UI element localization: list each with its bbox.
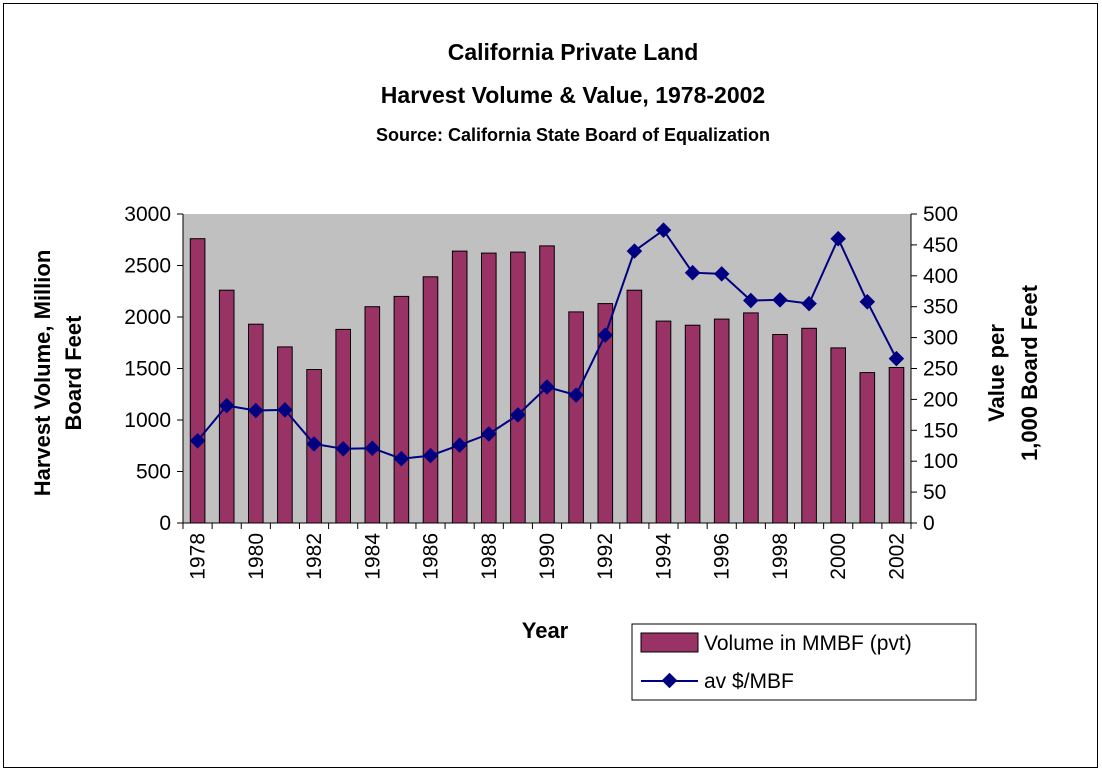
x-tick-label: 1990 [536, 533, 559, 580]
x-axis-title: Year [522, 618, 569, 643]
legend-swatch-volume [640, 632, 699, 653]
bar-1981 [277, 346, 293, 524]
y-right-tick-label: 450 [923, 234, 958, 257]
x-tick-label: 1994 [653, 533, 676, 580]
y-right-title-line1: Value per [984, 324, 1009, 422]
y-left-tick-label: 3000 [124, 203, 171, 226]
y-left-tick-label: 0 [159, 512, 171, 535]
y-right-title-line2: 1,000 Board Feet [1017, 284, 1042, 461]
bar-1993 [626, 289, 643, 524]
y-left-tick-label: 2000 [124, 306, 171, 329]
bar-1994 [655, 320, 672, 524]
x-tick-label: 2000 [827, 533, 850, 580]
bar-2001 [859, 372, 876, 524]
y-right-tick-label: 350 [923, 296, 958, 319]
bar-1998 [772, 334, 788, 524]
bar-2000 [830, 347, 847, 524]
x-tick-label: 1980 [245, 533, 268, 580]
legend-label-volume: Volume in MMBF (pvt) [704, 632, 912, 655]
price-point-1978 [189, 433, 206, 449]
bar-1984 [364, 306, 381, 524]
price-point-1989 [510, 407, 526, 423]
bar-1999 [801, 327, 817, 524]
bar-1983 [335, 328, 351, 524]
y-right-tick-label: 150 [923, 419, 958, 442]
y-left-title-line2: Board Feet [61, 315, 86, 431]
legend-label-price: av $/MBF [704, 670, 794, 693]
bar-2002 [888, 367, 905, 524]
bar-1988 [481, 252, 497, 524]
bar-1987 [451, 250, 468, 524]
legend: Volume in MMBF (pvt) av $/MBF [631, 623, 977, 701]
y-right-tick-label: 250 [923, 358, 958, 381]
bar-1980 [248, 323, 264, 524]
bar-1995 [684, 324, 701, 524]
price-point-1994 [655, 222, 672, 238]
bars-group [189, 238, 905, 524]
x-tick-label: 1988 [478, 533, 501, 580]
x-tick-label: 1984 [361, 533, 384, 580]
y-left-tick-label: 1500 [124, 358, 171, 381]
x-tick-label: 1996 [711, 533, 734, 580]
bar-1985 [393, 295, 410, 524]
x-tick-label: 1982 [303, 533, 326, 580]
y-left-tick-label: 2500 [124, 255, 171, 278]
y-right-tick-label: 300 [923, 327, 958, 350]
y-right-tick-label: 100 [923, 450, 958, 473]
chart: California Private Land Harvest Volume &… [30, 39, 1042, 701]
chart-title-line2: Harvest Volume & Value, 1978-2002 [381, 82, 765, 108]
ticks-group: 0 500 1000 1500 2000 2500 3000 0 50 100 150 200 250 3… [124, 203, 958, 580]
x-tick-label: 1986 [420, 533, 443, 580]
y-right-tick-label: 200 [923, 388, 958, 411]
chart-subtitle: Source: California State Board of Equali… [376, 125, 770, 145]
x-tick-label: 1978 [187, 533, 210, 580]
bar-1997 [743, 312, 759, 524]
y-left-tick-label: 500 [136, 461, 171, 484]
x-tick-label: 1998 [769, 533, 792, 580]
legend-marker-price [661, 672, 678, 689]
bar-1986 [422, 276, 439, 524]
y-right-tick-label: 50 [923, 481, 946, 504]
y-left-title-line1: Harvest Volume, Million [30, 250, 55, 497]
y-right-tick-label: 0 [923, 512, 935, 535]
y-right-tick-label: 400 [923, 265, 958, 288]
y-left-tick-label: 1000 [124, 409, 171, 432]
y-left-axis-title: Harvest Volume, Million Board Feet [30, 250, 86, 497]
bar-1996 [713, 318, 730, 524]
bar-1978 [189, 238, 206, 524]
bar-1989 [510, 251, 526, 524]
price-point-1993 [626, 243, 643, 259]
x-tick-label: 2002 [885, 533, 908, 580]
y-right-axis-title: Value per 1,000 Board Feet [984, 284, 1042, 461]
y-right-tick-label: 500 [923, 203, 958, 226]
chart-title: California Private Land [448, 39, 699, 65]
chart-frame: California Private Land Harvest Volume &… [3, 3, 1098, 768]
bar-1991 [568, 311, 584, 524]
price-point-1979 [218, 397, 235, 414]
x-tick-label: 1992 [594, 533, 617, 580]
price-point-2000 [830, 230, 846, 247]
